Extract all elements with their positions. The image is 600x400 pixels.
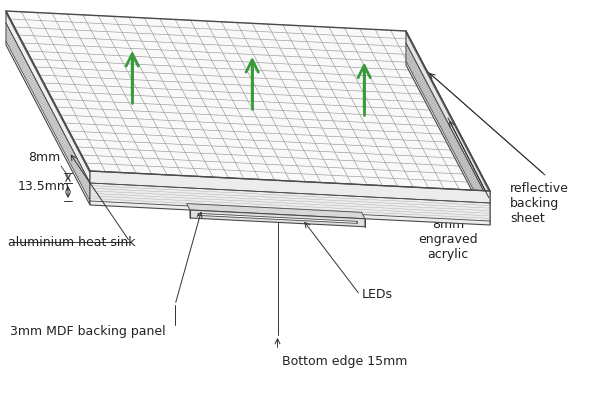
Text: 13.5mm: 13.5mm <box>18 180 70 192</box>
Polygon shape <box>406 31 490 225</box>
Text: 3mm MDF backing panel: 3mm MDF backing panel <box>10 326 166 338</box>
Polygon shape <box>6 11 90 205</box>
Text: 8mm: 8mm <box>28 151 60 164</box>
Polygon shape <box>198 214 357 223</box>
Polygon shape <box>6 11 490 191</box>
Polygon shape <box>190 210 365 227</box>
Polygon shape <box>187 204 365 219</box>
Text: aluminium heat sink: aluminium heat sink <box>8 236 136 248</box>
Text: 8mm
engraved
acrylic: 8mm engraved acrylic <box>418 218 478 261</box>
Polygon shape <box>90 171 490 225</box>
Text: reflective
backing
sheet: reflective backing sheet <box>510 182 569 225</box>
Text: LEDs: LEDs <box>362 288 393 302</box>
Text: Bottom edge 15mm: Bottom edge 15mm <box>283 355 408 368</box>
